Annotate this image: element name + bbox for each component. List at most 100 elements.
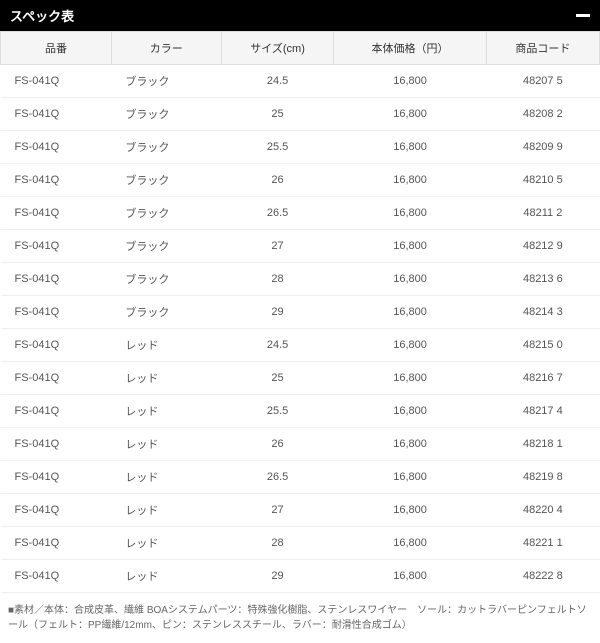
table-cell: 48220 4 bbox=[486, 494, 599, 527]
table-cell: FS-041Q bbox=[1, 197, 112, 230]
table-cell: FS-041Q bbox=[1, 560, 112, 593]
table-cell: 16,800 bbox=[334, 428, 486, 461]
table-cell: 48215 0 bbox=[486, 329, 599, 362]
table-cell: 26 bbox=[221, 164, 334, 197]
table-cell: ブラック bbox=[111, 296, 221, 329]
table-row: FS-041Qレッド2616,80048218 1 bbox=[1, 428, 600, 461]
table-cell: レッド bbox=[111, 395, 221, 428]
col-header: 本体価格（円） bbox=[334, 32, 486, 65]
table-cell: FS-041Q bbox=[1, 65, 112, 98]
table-cell: 16,800 bbox=[334, 98, 486, 131]
table-cell: レッド bbox=[111, 362, 221, 395]
table-cell: レッド bbox=[111, 494, 221, 527]
table-row: FS-041Qレッド26.516,80048219 8 bbox=[1, 461, 600, 494]
table-cell: レッド bbox=[111, 428, 221, 461]
col-header: 商品コード bbox=[486, 32, 599, 65]
table-cell: 48217 4 bbox=[486, 395, 599, 428]
table-cell: 29 bbox=[221, 560, 334, 593]
table-cell: FS-041Q bbox=[1, 362, 112, 395]
table-cell: 28 bbox=[221, 527, 334, 560]
table-cell: FS-041Q bbox=[1, 494, 112, 527]
table-cell: レッド bbox=[111, 461, 221, 494]
header-title: スペック表 bbox=[10, 6, 74, 25]
col-header: カラー bbox=[111, 32, 221, 65]
table-cell: FS-041Q bbox=[1, 461, 112, 494]
table-cell: 48219 8 bbox=[486, 461, 599, 494]
table-cell: 48221 1 bbox=[486, 527, 599, 560]
table-row: FS-041Qレッド25.516,80048217 4 bbox=[1, 395, 600, 428]
table-row: FS-041Qブラック25.516,80048209 9 bbox=[1, 131, 600, 164]
table-cell: ブラック bbox=[111, 230, 221, 263]
table-cell: 29 bbox=[221, 296, 334, 329]
table-cell: 16,800 bbox=[334, 527, 486, 560]
table-cell: 28 bbox=[221, 263, 334, 296]
table-cell: FS-041Q bbox=[1, 230, 112, 263]
table-cell: 16,800 bbox=[334, 164, 486, 197]
table-cell: FS-041Q bbox=[1, 98, 112, 131]
table-row: FS-041Qブラック2916,80048214 3 bbox=[1, 296, 600, 329]
table-cell: FS-041Q bbox=[1, 131, 112, 164]
table-cell: 16,800 bbox=[334, 362, 486, 395]
table-cell: 48209 9 bbox=[486, 131, 599, 164]
table-cell: 16,800 bbox=[334, 494, 486, 527]
table-cell: 27 bbox=[221, 230, 334, 263]
table-cell: FS-041Q bbox=[1, 428, 112, 461]
table-cell: 16,800 bbox=[334, 197, 486, 230]
table-cell: 16,800 bbox=[334, 560, 486, 593]
table-cell: FS-041Q bbox=[1, 263, 112, 296]
table-cell: 48222 8 bbox=[486, 560, 599, 593]
table-cell: 48216 7 bbox=[486, 362, 599, 395]
table-cell: レッド bbox=[111, 560, 221, 593]
spec-table-header: スペック表 bbox=[0, 0, 600, 31]
table-row: FS-041Qレッド2716,80048220 4 bbox=[1, 494, 600, 527]
table-cell: ブラック bbox=[111, 98, 221, 131]
table-row: FS-041Qブラック26.516,80048211 2 bbox=[1, 197, 600, 230]
table-cell: 26.5 bbox=[221, 197, 334, 230]
table-cell: レッド bbox=[111, 527, 221, 560]
table-cell: 26.5 bbox=[221, 461, 334, 494]
table-cell: 16,800 bbox=[334, 65, 486, 98]
table-cell: 27 bbox=[221, 494, 334, 527]
table-cell: ブラック bbox=[111, 131, 221, 164]
table-cell: 25 bbox=[221, 362, 334, 395]
table-row: FS-041Qブラック24.516,80048207 5 bbox=[1, 65, 600, 98]
table-row: FS-041Qブラック2716,80048212 9 bbox=[1, 230, 600, 263]
table-cell: 48207 5 bbox=[486, 65, 599, 98]
table-row: FS-041Qレッド2916,80048222 8 bbox=[1, 560, 600, 593]
table-cell: FS-041Q bbox=[1, 527, 112, 560]
table-cell: 25.5 bbox=[221, 131, 334, 164]
table-cell: 25 bbox=[221, 98, 334, 131]
table-cell: 48208 2 bbox=[486, 98, 599, 131]
table-cell: 16,800 bbox=[334, 296, 486, 329]
table-cell: ブラック bbox=[111, 197, 221, 230]
table-cell: 48212 9 bbox=[486, 230, 599, 263]
table-row: FS-041Qブラック2816,80048213 6 bbox=[1, 263, 600, 296]
table-cell: FS-041Q bbox=[1, 329, 112, 362]
table-row: FS-041Qレッド24.516,80048215 0 bbox=[1, 329, 600, 362]
table-cell: 16,800 bbox=[334, 329, 486, 362]
table-cell: ブラック bbox=[111, 65, 221, 98]
table-cell: レッド bbox=[111, 329, 221, 362]
col-header: サイズ(cm) bbox=[221, 32, 334, 65]
table-cell: FS-041Q bbox=[1, 164, 112, 197]
table-cell: ブラック bbox=[111, 164, 221, 197]
table-cell: 48218 1 bbox=[486, 428, 599, 461]
table-cell: 24.5 bbox=[221, 329, 334, 362]
table-cell: 16,800 bbox=[334, 395, 486, 428]
table-cell: 48210 5 bbox=[486, 164, 599, 197]
table-cell: 48211 2 bbox=[486, 197, 599, 230]
table-cell: 24.5 bbox=[221, 65, 334, 98]
table-cell: 25.5 bbox=[221, 395, 334, 428]
footnote-text: ■素材／本体：合成皮革、繊維 BOAシステムパーツ：特殊強化樹脂、ステンレスワイ… bbox=[0, 593, 600, 643]
table-cell: 26 bbox=[221, 428, 334, 461]
spec-table: 品番 カラー サイズ(cm) 本体価格（円） 商品コード FS-041Qブラック… bbox=[0, 31, 600, 593]
table-cell: 16,800 bbox=[334, 131, 486, 164]
table-cell: FS-041Q bbox=[1, 296, 112, 329]
table-row: FS-041Qブラック2516,80048208 2 bbox=[1, 98, 600, 131]
collapse-icon[interactable] bbox=[576, 14, 590, 17]
table-header-row: 品番 カラー サイズ(cm) 本体価格（円） 商品コード bbox=[1, 32, 600, 65]
table-cell: 16,800 bbox=[334, 230, 486, 263]
table-row: FS-041Qレッド2516,80048216 7 bbox=[1, 362, 600, 395]
table-row: FS-041Qブラック2616,80048210 5 bbox=[1, 164, 600, 197]
table-row: FS-041Qレッド2816,80048221 1 bbox=[1, 527, 600, 560]
